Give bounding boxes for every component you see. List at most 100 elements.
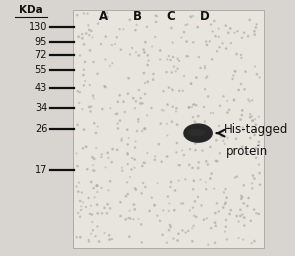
Text: 72: 72 xyxy=(35,50,47,60)
Point xyxy=(213,221,217,225)
Point xyxy=(91,60,96,64)
Point xyxy=(95,202,99,207)
Point xyxy=(206,243,211,247)
Point xyxy=(95,124,100,129)
Point xyxy=(82,127,86,132)
Point xyxy=(126,76,131,80)
Point xyxy=(132,166,137,170)
Point xyxy=(108,106,113,110)
Point xyxy=(186,54,191,58)
Point xyxy=(191,187,196,191)
Point xyxy=(81,200,85,204)
Point xyxy=(159,160,164,164)
Point xyxy=(191,40,196,44)
Point xyxy=(120,169,124,173)
Point xyxy=(105,202,110,206)
Point xyxy=(228,208,233,212)
Point xyxy=(145,25,150,29)
Point xyxy=(145,113,150,118)
Point xyxy=(202,123,207,127)
Point xyxy=(110,61,115,65)
Point xyxy=(253,146,258,150)
Point xyxy=(117,93,122,97)
Point xyxy=(122,110,127,114)
Point xyxy=(142,50,147,55)
Point xyxy=(90,220,95,224)
Point xyxy=(134,188,138,192)
Point xyxy=(105,211,109,215)
Point xyxy=(252,176,257,180)
Point xyxy=(215,49,219,53)
Point xyxy=(95,211,100,216)
Point xyxy=(135,129,139,133)
Point xyxy=(113,42,117,46)
Point xyxy=(134,50,138,54)
Point xyxy=(92,169,97,173)
Point xyxy=(90,212,94,217)
Point xyxy=(99,186,104,190)
Point xyxy=(217,124,222,128)
Point xyxy=(96,22,101,26)
Text: D: D xyxy=(200,10,210,23)
Point xyxy=(191,103,196,107)
Point xyxy=(257,163,261,167)
Point xyxy=(88,48,92,52)
Point xyxy=(107,238,112,242)
Point xyxy=(199,203,204,207)
Point xyxy=(201,218,206,222)
Point xyxy=(126,136,131,140)
Point xyxy=(92,121,97,125)
Point xyxy=(137,53,141,57)
Point xyxy=(77,90,82,94)
Point xyxy=(87,83,92,87)
Point xyxy=(141,181,145,185)
Point xyxy=(106,156,111,160)
Point xyxy=(131,96,136,100)
Point xyxy=(119,136,124,141)
Point xyxy=(92,195,97,199)
Point xyxy=(250,114,254,119)
Point xyxy=(208,145,213,149)
Point xyxy=(105,11,109,15)
Point xyxy=(243,151,248,155)
Point xyxy=(248,219,253,223)
Point xyxy=(142,71,146,75)
Point xyxy=(126,216,131,220)
Point xyxy=(217,45,222,49)
Point xyxy=(160,233,165,237)
Point xyxy=(134,23,139,27)
Point xyxy=(240,145,245,149)
Point xyxy=(210,29,215,34)
Point xyxy=(87,28,91,32)
Point xyxy=(166,209,171,213)
Point xyxy=(85,12,90,16)
Point xyxy=(194,215,199,219)
Point xyxy=(74,184,79,188)
Point xyxy=(207,39,212,44)
Point xyxy=(143,40,148,44)
Text: 34: 34 xyxy=(35,102,47,113)
Point xyxy=(79,190,84,195)
Ellipse shape xyxy=(188,129,206,136)
Point xyxy=(196,166,201,170)
Point xyxy=(186,229,191,233)
Point xyxy=(102,231,107,235)
Point xyxy=(165,154,169,158)
Point xyxy=(231,98,236,102)
Point xyxy=(253,117,258,121)
Point xyxy=(82,42,86,46)
Point xyxy=(91,94,95,98)
Point xyxy=(172,65,176,69)
Point xyxy=(77,101,82,105)
Point xyxy=(92,157,96,161)
Point xyxy=(221,94,226,99)
Point xyxy=(86,23,91,27)
Point xyxy=(234,137,238,141)
Point xyxy=(213,224,218,228)
Point xyxy=(178,163,182,167)
Point xyxy=(180,148,184,152)
Ellipse shape xyxy=(183,123,213,143)
Point xyxy=(253,25,258,29)
Point xyxy=(171,105,175,109)
Point xyxy=(161,208,165,212)
